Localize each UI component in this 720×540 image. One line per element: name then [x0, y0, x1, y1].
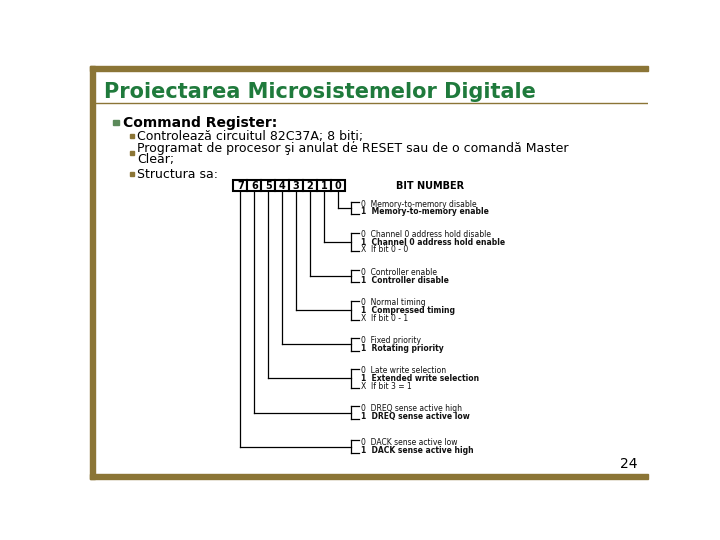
Text: 4: 4: [279, 181, 286, 191]
Bar: [90, 66, 94, 479]
Text: 1  Channel 0 address hold enable: 1 Channel 0 address hold enable: [361, 238, 505, 247]
Text: Clear;: Clear;: [138, 153, 174, 166]
Text: Structura sa:: Structura sa:: [138, 167, 218, 181]
Bar: [130, 151, 134, 156]
Text: 1  Extended write selection: 1 Extended write selection: [361, 374, 480, 383]
Bar: [90, 66, 648, 71]
Text: 0  DACK sense active low: 0 DACK sense active low: [361, 438, 458, 447]
Bar: [130, 172, 134, 176]
Text: BIT NUMBER: BIT NUMBER: [396, 181, 464, 191]
Text: 1  Rotating priority: 1 Rotating priority: [361, 344, 444, 353]
Text: X  If bit 0 - 1: X If bit 0 - 1: [361, 314, 408, 322]
Bar: [303, 180, 317, 191]
Bar: [90, 475, 648, 479]
Text: 1  Memory-to-memory enable: 1 Memory-to-memory enable: [361, 207, 489, 217]
Bar: [248, 180, 261, 191]
Text: 1  Controller disable: 1 Controller disable: [361, 275, 449, 285]
Text: 0  Fixed priority: 0 Fixed priority: [361, 336, 421, 345]
Bar: [233, 180, 248, 191]
Text: Proiectarea Microsistemelor Digitale: Proiectarea Microsistemelor Digitale: [104, 82, 536, 102]
Text: 1  DREQ sense active low: 1 DREQ sense active low: [361, 412, 470, 421]
Text: 0  Normal timing: 0 Normal timing: [361, 298, 426, 307]
Bar: [317, 180, 331, 191]
Text: 2: 2: [307, 181, 313, 191]
Text: Command Register:: Command Register:: [122, 116, 276, 130]
Text: 24: 24: [620, 457, 637, 471]
Text: Controlează circuitul 82C37A; 8 biți;: Controlează circuitul 82C37A; 8 biți;: [138, 130, 364, 143]
Text: X  If bit 3 = 1: X If bit 3 = 1: [361, 382, 412, 390]
Bar: [331, 180, 345, 191]
Text: 0  Memory-to-memory disable: 0 Memory-to-memory disable: [361, 200, 477, 209]
Text: X  If bit 0 - 0: X If bit 0 - 0: [361, 245, 408, 254]
Bar: [289, 180, 303, 191]
Text: 1  Compressed timing: 1 Compressed timing: [361, 306, 455, 315]
Text: 6: 6: [251, 181, 258, 191]
Text: 0  Late write selection: 0 Late write selection: [361, 366, 446, 375]
Text: 0  DREQ sense active high: 0 DREQ sense active high: [361, 404, 462, 413]
Bar: [275, 180, 289, 191]
Text: 1  DACK sense active high: 1 DACK sense active high: [361, 446, 474, 455]
Bar: [130, 134, 134, 138]
Text: 0: 0: [335, 181, 341, 191]
Bar: [113, 120, 119, 125]
Text: 3: 3: [293, 181, 300, 191]
Text: 0  Controller enable: 0 Controller enable: [361, 268, 437, 277]
Text: 0  Channel 0 address hold disable: 0 Channel 0 address hold disable: [361, 230, 491, 239]
Text: 5: 5: [265, 181, 271, 191]
Bar: [261, 180, 275, 191]
Text: 1: 1: [320, 181, 328, 191]
Text: Programat de procesor şi anulat de RESET sau de o comandă Master: Programat de procesor şi anulat de RESET…: [138, 142, 569, 155]
Text: 7: 7: [237, 181, 244, 191]
